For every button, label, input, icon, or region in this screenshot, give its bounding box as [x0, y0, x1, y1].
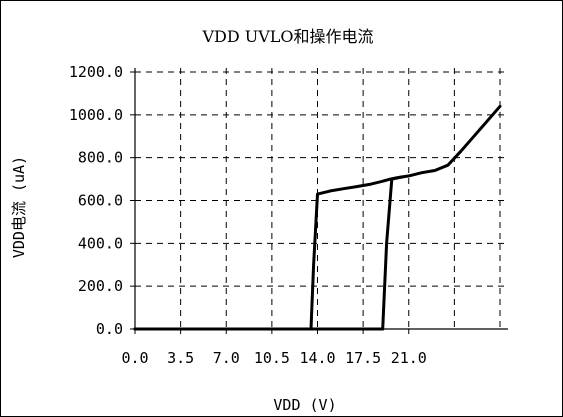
y-tick-label: 200.0: [78, 277, 123, 295]
x-axis-label: VDD (V): [273, 396, 336, 414]
y-tick-label: 800.0: [78, 149, 123, 167]
axes: [130, 68, 508, 334]
y-tick-label: 1000.0: [69, 106, 123, 124]
x-tick-label: 0.0: [121, 349, 148, 367]
x-tick-label: 21.0: [391, 349, 427, 367]
x-tick-label: 7.0: [213, 349, 240, 367]
data-lines: [133, 104, 502, 331]
x-tick-labels: 0.0 3.5 7.0 10.5 14.0 17.5 21.0: [121, 349, 426, 367]
grid-lines: [135, 68, 508, 329]
y-tick-labels: 0.0 200.0 400.0 600.0 800.0 1000.0 1200.0: [69, 63, 123, 338]
y-tick-label: 1200.0: [69, 63, 123, 81]
x-tick-label: 17.5: [345, 349, 381, 367]
chart-title: VDD UVLO和操作电流: [201, 27, 373, 46]
x-tick-label: 14.0: [299, 349, 335, 367]
series-line-2: [133, 175, 404, 331]
y-tick-label: 0.0: [96, 320, 123, 338]
y-tick-label: 600.0: [78, 192, 123, 210]
x-tick-label: 3.5: [167, 349, 194, 367]
x-tick-label: 10.5: [254, 349, 290, 367]
y-axis-label: VDD电流 (uA): [10, 156, 28, 258]
y-tick-label: 400.0: [78, 234, 123, 252]
